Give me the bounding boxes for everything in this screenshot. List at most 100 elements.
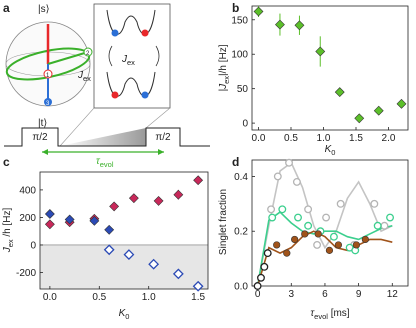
plot-frame [39, 171, 209, 290]
point [268, 213, 277, 222]
point [370, 199, 379, 208]
point [329, 232, 338, 241]
point [314, 230, 322, 238]
x-tick-label: 1.5 [191, 292, 205, 303]
fit-line [256, 161, 393, 287]
point [380, 221, 389, 230]
label-main: |J [218, 83, 229, 92]
x-tick-label: 0.0 [43, 292, 57, 303]
axis-label: K0 [325, 144, 336, 157]
point [273, 241, 281, 249]
point [291, 235, 299, 244]
panel-letter: c [3, 155, 10, 169]
point [43, 69, 53, 79]
point [354, 113, 365, 124]
label-main: K [119, 308, 127, 319]
y-tick-label: -200 [16, 268, 36, 279]
tau-label: τevol [96, 156, 114, 169]
point [64, 214, 75, 225]
y-tick-label: 50 [237, 84, 249, 95]
point [153, 195, 164, 206]
y-tick-label: 400 [19, 185, 36, 196]
zoom-line [145, 107, 171, 129]
point [89, 215, 100, 226]
point [336, 199, 345, 208]
point [315, 46, 326, 57]
label-sub: 0 [331, 148, 335, 157]
axis-label: Jex /h [Hz] [2, 207, 15, 253]
electron [141, 91, 149, 99]
point [260, 262, 269, 271]
exchange-arrows [108, 45, 160, 67]
point [172, 268, 184, 280]
point [292, 177, 301, 186]
point [83, 47, 93, 57]
axis-label: K0 [119, 308, 130, 321]
point [396, 98, 407, 109]
point [275, 19, 285, 30]
x-tick-label: 9 [356, 289, 362, 300]
label-main: τ [310, 308, 315, 319]
x-tick-label: 2.0 [382, 133, 396, 144]
label-rest: [ms] [328, 308, 350, 319]
point [322, 213, 331, 222]
negative-region [40, 244, 208, 289]
point [44, 209, 55, 219]
point-label: 3 [46, 101, 50, 107]
point [44, 98, 52, 106]
y-tick-label: 150 [231, 15, 248, 26]
label-rest: |/h [Hz] [218, 44, 229, 76]
point [273, 172, 282, 181]
zoom-line [59, 107, 95, 147]
electron [111, 91, 119, 99]
y-tick-label: 100 [231, 50, 248, 61]
point [173, 189, 184, 200]
y-tick-label: 0 [30, 240, 36, 251]
axis-label: Singlet fraction [218, 189, 229, 255]
point [192, 280, 204, 292]
y-tick-label: 0.4 [234, 172, 248, 183]
tau-main: τ [96, 156, 101, 167]
point [253, 6, 264, 17]
x-tick-label: 0.0 [252, 133, 266, 144]
label-sub: 0 [125, 312, 129, 321]
point [128, 193, 139, 204]
axis-label: τevol [ms] [310, 308, 349, 321]
point [285, 158, 293, 167]
point [44, 219, 55, 230]
panel-letter: a [3, 1, 10, 15]
label-rest: /h [Hz] [2, 207, 13, 239]
point [193, 175, 204, 186]
point [123, 249, 135, 261]
panel-letter: b [232, 1, 239, 15]
point [301, 230, 309, 238]
y-tick-label: 200 [19, 213, 36, 224]
state-s: |s⟩ [38, 4, 50, 15]
x-tick-label: 1.0 [317, 133, 331, 144]
electron [111, 29, 119, 37]
fit-line [256, 230, 393, 287]
point-label: 2 [86, 51, 90, 57]
point [278, 205, 287, 214]
j-label: Jex [77, 70, 91, 83]
plot-frame [251, 5, 409, 131]
electron [141, 29, 149, 37]
x-tick-label: 0 [255, 289, 261, 300]
point-label: 1 [46, 73, 50, 79]
tau-sub: evol [100, 160, 114, 169]
j-main: J [121, 54, 128, 65]
x-tick-label: 1.5 [349, 133, 363, 144]
label-sub: ex [6, 239, 15, 247]
point [325, 246, 334, 254]
x-tick-label: 6 [322, 289, 328, 300]
label-main: K [325, 144, 333, 155]
point [373, 221, 382, 230]
j-sub: ex [83, 74, 91, 83]
point [361, 235, 369, 244]
pulse-ramp [60, 128, 146, 146]
point [334, 87, 345, 98]
point [263, 249, 272, 258]
x-tick-label: 1.0 [142, 292, 156, 303]
spin-arrow [47, 51, 89, 65]
